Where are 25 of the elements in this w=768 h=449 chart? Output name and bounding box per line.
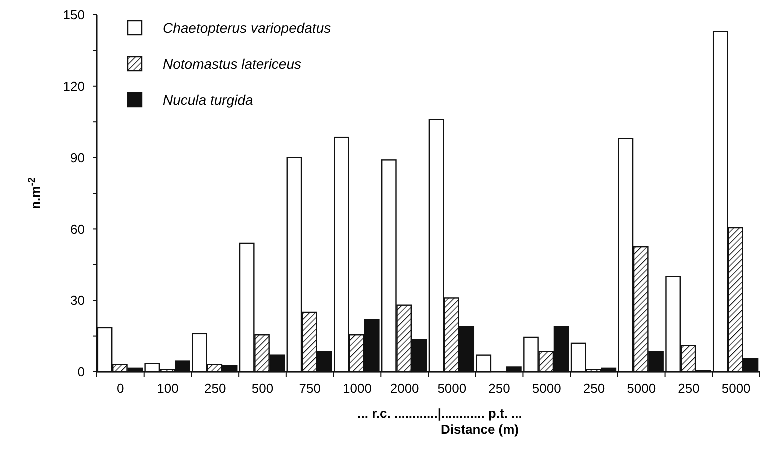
- x-tick-label: 250: [583, 381, 606, 396]
- x-tick-label: 750: [299, 381, 321, 396]
- legend-label: Notomastus latericeus: [163, 56, 302, 72]
- x-tick-label: 1000: [343, 381, 372, 396]
- x-tick-label: 5000: [532, 381, 562, 396]
- x-tick-label: 0: [117, 381, 124, 396]
- x-tick-label: 250: [204, 381, 226, 396]
- y-tick-label: 0: [78, 364, 85, 380]
- y-tick-label: 150: [63, 8, 85, 23]
- x-tick-label: 5000: [722, 381, 751, 396]
- x-tick-label: 5000: [627, 381, 656, 396]
- x-tick-label: 500: [252, 381, 274, 396]
- y-tick-label: 90: [70, 150, 85, 166]
- x-tick-label: 250: [678, 381, 700, 396]
- x-tick-label: 2000: [390, 381, 420, 396]
- legend-label: Nucula turgida: [163, 92, 254, 108]
- y-tick-label: 30: [70, 293, 85, 308]
- text: ... r.c. ............|............ p.t. ...: [358, 406, 522, 421]
- x-tick-label: 5000: [438, 381, 467, 396]
- x-tick-label: 100: [157, 381, 179, 396]
- y-tick-label: 60: [70, 222, 85, 237]
- y-tick-label: 120: [63, 78, 85, 94]
- legend-label: Chaetopterus variopedatus: [163, 20, 332, 36]
- x-axis-title: Distance (m): [440, 422, 520, 437]
- x-tick-label: 250: [488, 381, 510, 396]
